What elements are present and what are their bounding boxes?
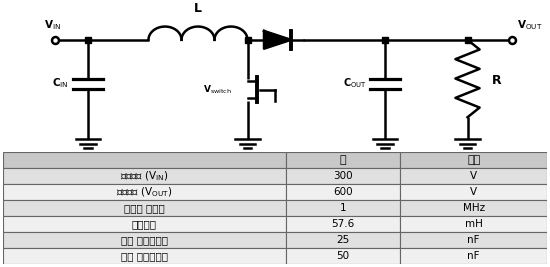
Text: 값: 값 <box>340 155 346 165</box>
Text: 인덕턴스: 인덕턴스 <box>132 219 157 229</box>
Text: 출력전압 (V$_{\rm OUT}$): 출력전압 (V$_{\rm OUT}$) <box>116 186 173 199</box>
Text: 단위: 단위 <box>467 155 480 165</box>
Bar <box>286 152 400 168</box>
Text: V: V <box>470 187 477 197</box>
Text: R: R <box>492 74 502 87</box>
Text: 입력전압 (V$_{\rm IN}$): 입력전압 (V$_{\rm IN}$) <box>120 170 168 183</box>
Bar <box>3 152 286 168</box>
Text: 600: 600 <box>333 187 353 197</box>
Text: nF: nF <box>468 235 480 245</box>
Text: 출력 커패시턴스: 출력 커패시턴스 <box>121 251 168 261</box>
Bar <box>286 248 400 264</box>
Bar <box>3 200 286 216</box>
Text: L: L <box>194 2 202 15</box>
Text: V$_{\rm switch}$: V$_{\rm switch}$ <box>203 83 232 96</box>
Text: C$_{\rm IN}$: C$_{\rm IN}$ <box>52 77 69 90</box>
Bar <box>3 248 286 264</box>
Bar <box>3 168 286 184</box>
Text: 57.6: 57.6 <box>332 219 355 229</box>
Text: V$_{\rm OUT}$: V$_{\rm OUT}$ <box>517 18 542 32</box>
Bar <box>400 232 547 248</box>
Text: C$_{\rm OUT}$: C$_{\rm OUT}$ <box>343 77 367 90</box>
Bar <box>286 200 400 216</box>
Text: 스위칭 주파수: 스위칭 주파수 <box>124 203 164 213</box>
Bar <box>286 216 400 232</box>
Text: MHz: MHz <box>463 203 485 213</box>
Text: mH: mH <box>465 219 483 229</box>
Bar <box>400 152 547 168</box>
Text: V: V <box>470 171 477 181</box>
Bar <box>286 184 400 200</box>
Bar <box>400 248 547 264</box>
Bar <box>286 168 400 184</box>
Text: 1: 1 <box>340 203 346 213</box>
Text: V$_{\rm IN}$: V$_{\rm IN}$ <box>44 18 60 32</box>
Text: 25: 25 <box>337 235 350 245</box>
Bar <box>400 216 547 232</box>
Bar <box>3 232 286 248</box>
Bar <box>400 168 547 184</box>
Polygon shape <box>264 31 291 49</box>
Bar <box>400 200 547 216</box>
Text: 입력 커패시턴스: 입력 커패시턴스 <box>121 235 168 245</box>
Bar <box>3 216 286 232</box>
Text: 50: 50 <box>337 251 350 261</box>
Text: 300: 300 <box>333 171 353 181</box>
Bar <box>286 232 400 248</box>
Bar <box>400 184 547 200</box>
Bar <box>3 184 286 200</box>
Text: nF: nF <box>468 251 480 261</box>
